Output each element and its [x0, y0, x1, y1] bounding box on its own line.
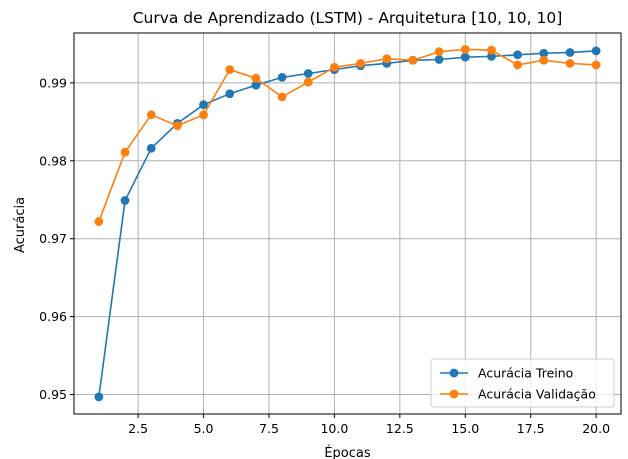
y-tick-label: 0.96	[39, 309, 67, 324]
data-point	[487, 51, 496, 61]
data-point	[460, 44, 470, 54]
grid-lines	[74, 33, 621, 414]
data-point	[330, 62, 339, 72]
data-point	[225, 65, 235, 75]
series-1	[94, 46, 601, 402]
legend-label: Acurácia Treino	[478, 366, 573, 381]
data-point	[303, 77, 313, 87]
data-point	[146, 110, 156, 120]
chart-title: Curva de Aprendizado (LSTM) - Arquitetur…	[133, 9, 563, 27]
x-tick-label: 15.0	[451, 421, 479, 436]
data-point	[303, 69, 313, 78]
series-line	[98, 48, 597, 222]
data-point	[382, 54, 392, 64]
data-series	[94, 44, 601, 402]
data-point	[94, 217, 104, 226]
data-point	[513, 60, 523, 70]
data-point	[172, 121, 182, 131]
data-point	[434, 47, 444, 57]
x-axis-label: Épocas	[324, 445, 371, 459]
data-point	[356, 58, 365, 68]
y-tick-label: 0.95	[39, 387, 67, 402]
data-point	[460, 52, 470, 62]
data-point	[539, 55, 549, 65]
data-point	[565, 58, 575, 68]
data-point	[277, 92, 287, 102]
data-point	[487, 45, 496, 55]
axis-ticks: 2.5 5.0 7.5 10.0 12.5 15.0 17.5 20.0 0.95 0.96 0.9…	[39, 75, 610, 436]
data-point	[199, 110, 208, 120]
y-tick-label: 0.97	[39, 231, 67, 246]
data-point	[408, 55, 418, 65]
data-point	[225, 89, 235, 99]
data-point	[146, 143, 156, 153]
data-point	[277, 73, 287, 82]
x-tick-label: 7.5	[259, 421, 279, 436]
legend-box	[430, 358, 615, 408]
legend-swatch-marker	[449, 368, 459, 378]
data-point	[251, 80, 261, 90]
legend-label: Acurácia Validação	[478, 387, 596, 402]
legend: Acurácia Treino Acurácia Validação	[430, 358, 615, 408]
data-point	[513, 50, 523, 60]
legend-swatch-marker	[449, 389, 459, 399]
data-point	[539, 48, 549, 58]
x-tick-label: 10.0	[320, 421, 348, 436]
plot-frame	[73, 32, 622, 415]
x-tick-label: 5.0	[194, 421, 214, 436]
data-point	[251, 73, 261, 83]
data-point	[591, 46, 601, 56]
data-point	[120, 147, 130, 157]
x-tick-label: 17.5	[517, 421, 545, 436]
y-axis-label: Acurácia	[13, 197, 28, 253]
data-point	[434, 55, 444, 64]
data-point	[120, 196, 130, 205]
x-tick-label: 12.5	[386, 421, 414, 436]
data-point	[591, 60, 601, 70]
data-point	[199, 100, 208, 110]
data-point	[94, 392, 104, 402]
y-tick-label: 0.99	[39, 75, 67, 90]
series-2	[94, 44, 601, 226]
y-tick-label: 0.98	[39, 153, 67, 168]
data-point	[565, 48, 575, 57]
x-tick-label: 20.0	[582, 421, 610, 436]
x-tick-label: 2.5	[128, 421, 148, 436]
